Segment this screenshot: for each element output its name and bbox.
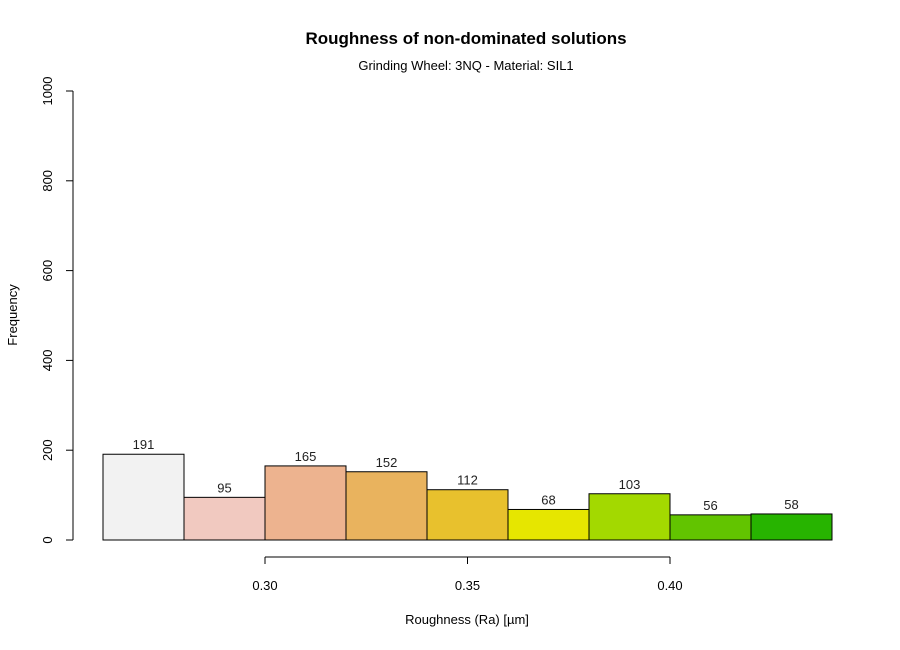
histogram-bar [588,493,671,541]
bar-value-label: 56 [703,498,717,513]
y-tick-label: 1000 [40,77,55,106]
x-axis-label: Roughness (Ra) [µm] [405,612,529,627]
bar-value-label: 58 [784,497,798,512]
bar-value-label: 191 [133,437,155,452]
histogram-bar [102,453,185,541]
bars-layer [102,453,833,541]
x-tick-label: 0.40 [657,578,682,593]
histogram-bar [264,465,347,541]
bar-value-label: 152 [376,455,398,470]
y-tick-label: 0 [40,536,55,543]
y-tick-label: 400 [40,350,55,372]
y-axis: 0 200 400 600 800 1000 [40,77,74,544]
bar-value-label: 95 [217,480,231,495]
data-labels-layer: 191 95 165 152 112 68 103 56 58 [133,437,799,513]
y-axis-label: Frequency [5,284,20,346]
chart-subtitle: Grinding Wheel: 3NQ - Material: SIL1 [358,58,573,73]
histogram-bar [507,508,590,541]
bar-value-label: 103 [619,477,641,492]
bar-value-label: 165 [295,449,317,464]
x-axis: 0.30 0.35 0.40 [252,556,683,593]
bar-value-label: 112 [457,473,478,488]
chart-title: Roughness of non-dominated solutions [305,29,626,48]
y-tick-label: 600 [40,260,55,282]
histogram-bar [426,489,509,541]
x-tick-label: 0.35 [455,578,480,593]
x-tick-label: 0.30 [252,578,277,593]
bar-value-label: 68 [541,492,555,507]
histogram-bar [669,514,752,541]
histogram-bar [183,496,266,541]
histogram-bar [750,513,833,541]
y-tick-label: 800 [40,170,55,192]
histogram-bar [345,471,428,541]
y-tick-label: 200 [40,439,55,461]
